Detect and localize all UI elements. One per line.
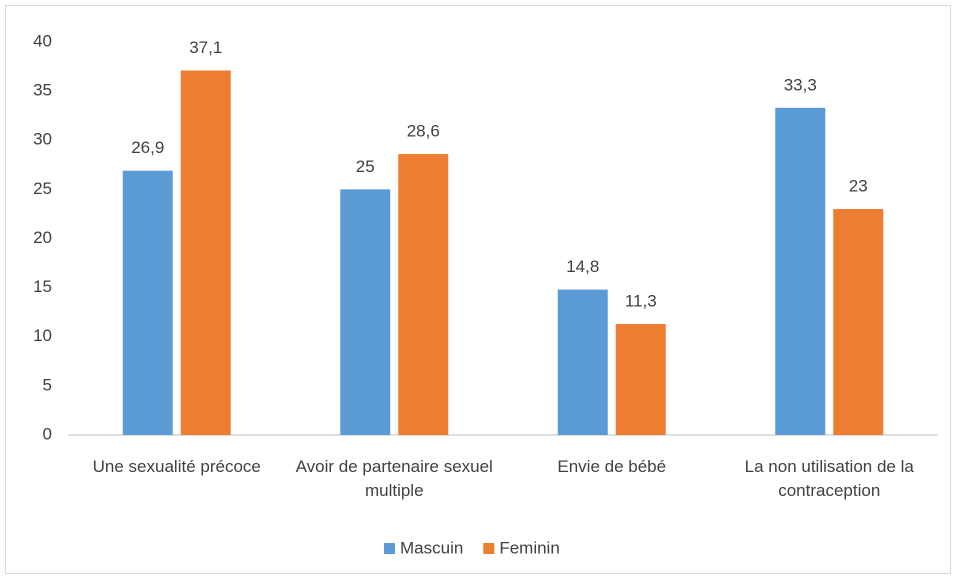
y-tick-label: 35	[33, 81, 52, 100]
bar	[340, 189, 391, 435]
x-tick-label: Avoir de partenaire sexuel multiple	[295, 457, 493, 500]
y-tick-label: 25	[33, 179, 52, 198]
y-tick-label: 5	[43, 375, 52, 394]
data-label: 25	[356, 157, 375, 176]
bar	[615, 323, 666, 435]
x-tick-label: Une sexualité précoce	[92, 457, 261, 476]
y-tick-label: 40	[33, 31, 52, 50]
bar	[122, 170, 173, 435]
y-tick-label: 0	[43, 424, 52, 443]
data-label: 37,1	[189, 38, 222, 57]
data-label: 23	[849, 177, 868, 196]
legend-label: Feminin	[499, 538, 559, 557]
y-tick-label: 10	[33, 326, 52, 345]
legend-swatch	[483, 543, 495, 554]
x-tick-label: Envie de bébé	[557, 457, 667, 476]
bar	[180, 70, 231, 436]
legend-swatch	[384, 543, 395, 554]
y-tick-label: 20	[33, 228, 52, 247]
data-label: 11,3	[625, 291, 657, 310]
bar	[833, 209, 884, 435]
data-label: 28,6	[407, 121, 440, 140]
x-tick-label: La non utilisation de la contraception	[744, 457, 914, 500]
y-tick-label: 15	[33, 277, 52, 296]
data-label: 33,3	[784, 75, 817, 94]
data-label: 26,9	[131, 138, 164, 157]
data-label: 14,8	[566, 257, 599, 276]
bar	[557, 289, 608, 435]
y-tick-label: 30	[33, 130, 52, 149]
bar	[398, 154, 449, 435]
legend-label: Mascuin	[400, 538, 463, 557]
bar	[775, 107, 826, 435]
